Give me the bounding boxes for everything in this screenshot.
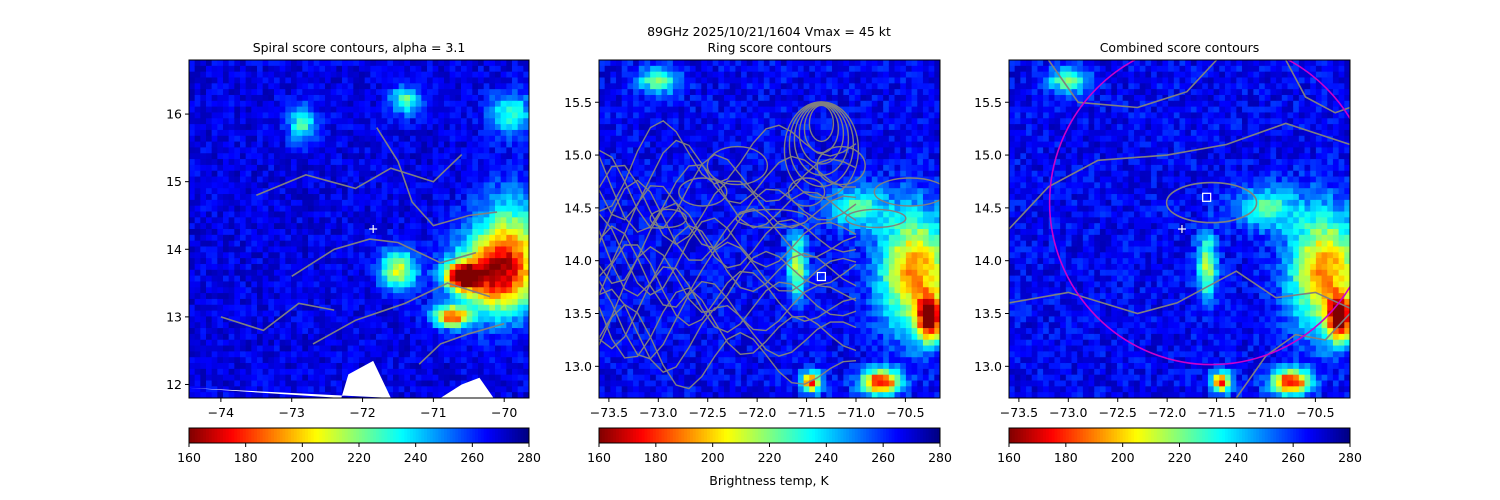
x-tick-label: −73.5	[590, 405, 628, 420]
figure-suptitle: 89GHz 2025/10/21/1604 Vmax = 45 kt	[647, 24, 891, 39]
colorbar-tick-label: 160	[997, 450, 1021, 465]
x-tick-label: −71	[420, 405, 446, 420]
colorbar-tick-label: 160	[587, 450, 611, 465]
y-tick-label: 15.5	[564, 95, 592, 110]
x-tick-label: −72	[349, 405, 375, 420]
x-tick-label: −71.5	[787, 405, 825, 420]
score-contours	[220, 127, 505, 365]
panel-title: Combined score contours	[1100, 40, 1260, 55]
y-tick-label: 15.0	[564, 148, 592, 163]
x-tick-label: −72.0	[1148, 405, 1186, 420]
colorbar-tick-label: 220	[758, 450, 782, 465]
colorbar-tick-label: 200	[1111, 450, 1135, 465]
center-square-marker	[1202, 192, 1212, 202]
colorbar-tick-label: 220	[1168, 450, 1192, 465]
x-tick-label: −72.5	[689, 405, 727, 420]
x-tick-label: −74	[208, 405, 234, 420]
colorbar-tick-label: 220	[347, 450, 371, 465]
y-tick-label: 15.0	[974, 148, 1002, 163]
y-tick-label: 12	[166, 377, 182, 392]
y-tick-label: 16	[166, 107, 182, 122]
missing-data-patch	[189, 360, 391, 398]
x-tick-label: −73.0	[639, 405, 677, 420]
spiral-score-panel: Spiral score contours, alpha = 3.1 −74 −73…	[166, 40, 541, 465]
colorbar-tick-label: 260	[1281, 450, 1305, 465]
y-tick-label: 15.5	[974, 95, 1002, 110]
y-tick-label: 13.5	[564, 306, 592, 321]
combined-score-panel: Combined score contours −73.5 −73.0 −72.5 −7…	[974, 40, 1362, 465]
y-tick-label: 14	[166, 242, 182, 257]
y-tick-label: 14.5	[974, 200, 1002, 215]
colorbar-tick-label: 180	[234, 450, 258, 465]
x-tick-label: −70.5	[1296, 405, 1334, 420]
x-tick-label: −73	[279, 405, 305, 420]
x-tick-label: −72.0	[738, 405, 776, 420]
y-tick-label: 13.5	[974, 306, 1002, 321]
x-tick-label: −72.5	[1099, 405, 1137, 420]
x-tick-label: −71.0	[1247, 405, 1285, 420]
center-plus-marker	[369, 225, 378, 233]
colorbar-tick-label: 280	[928, 450, 952, 465]
colorbar-tick-label: 240	[814, 450, 838, 465]
x-tick-label: −70	[491, 405, 517, 420]
colorbar-tick-label: 240	[404, 450, 428, 465]
colorbar-tick-label: 160	[177, 450, 201, 465]
colorbar: 160 180 200 220 240 260 280	[177, 427, 541, 465]
y-tick-label: 14.0	[564, 253, 592, 268]
score-contours	[1009, 60, 1350, 398]
y-tick-label: 13	[166, 309, 182, 324]
colorbar-tick-label: 180	[1054, 450, 1078, 465]
panel-title: Ring score contours	[707, 40, 831, 55]
panel-title: Spiral score contours, alpha = 3.1	[253, 40, 466, 55]
axes-frame	[598, 59, 941, 399]
colorbar: 160 180 200 220 240 260 280	[587, 427, 952, 465]
ring-score-panel: Ring score contours−73.5 −73.0 −72.5 −72.0−…	[564, 40, 952, 465]
colorbar-label: Brightness temp, K	[709, 473, 829, 488]
y-tick-label: 14.5	[564, 200, 592, 215]
x-tick-label: −73.5	[1000, 405, 1038, 420]
center-plus-marker	[1177, 225, 1186, 233]
x-tick-label: −71.5	[1197, 405, 1235, 420]
score-contours	[599, 101, 940, 390]
center-square-marker	[816, 271, 826, 282]
brightness-field	[189, 60, 529, 398]
x-tick-label: −70.5	[886, 405, 924, 420]
colorbar-tick-label: 280	[517, 450, 541, 465]
x-tick-label: −71.0	[837, 405, 875, 420]
axes-frame	[1008, 59, 1351, 399]
colorbar: 160 180 200 220 240 260 280	[997, 427, 1362, 465]
y-tick-label: 14.0	[974, 253, 1002, 268]
y-tick-label: 13.0	[974, 359, 1002, 374]
y-tick-label: 13.0	[564, 359, 592, 374]
brightness-field	[599, 60, 940, 398]
colorbar-tick-label: 240	[1224, 450, 1248, 465]
colorbar-tick-label: 180	[644, 450, 668, 465]
missing-data-patch	[440, 377, 494, 398]
colorbar-tick-label: 280	[1338, 450, 1362, 465]
colorbar-tick-label: 200	[290, 450, 314, 465]
x-tick-label: −73.0	[1049, 405, 1087, 420]
colorbar-tick-label: 260	[871, 450, 895, 465]
colorbar-tick-label: 200	[701, 450, 725, 465]
brightness-field	[1009, 60, 1350, 398]
radius-circle	[1048, 60, 1350, 366]
axes-frame	[188, 59, 530, 399]
y-tick-label: 15	[166, 174, 182, 189]
colorbar-tick-label: 260	[460, 450, 484, 465]
